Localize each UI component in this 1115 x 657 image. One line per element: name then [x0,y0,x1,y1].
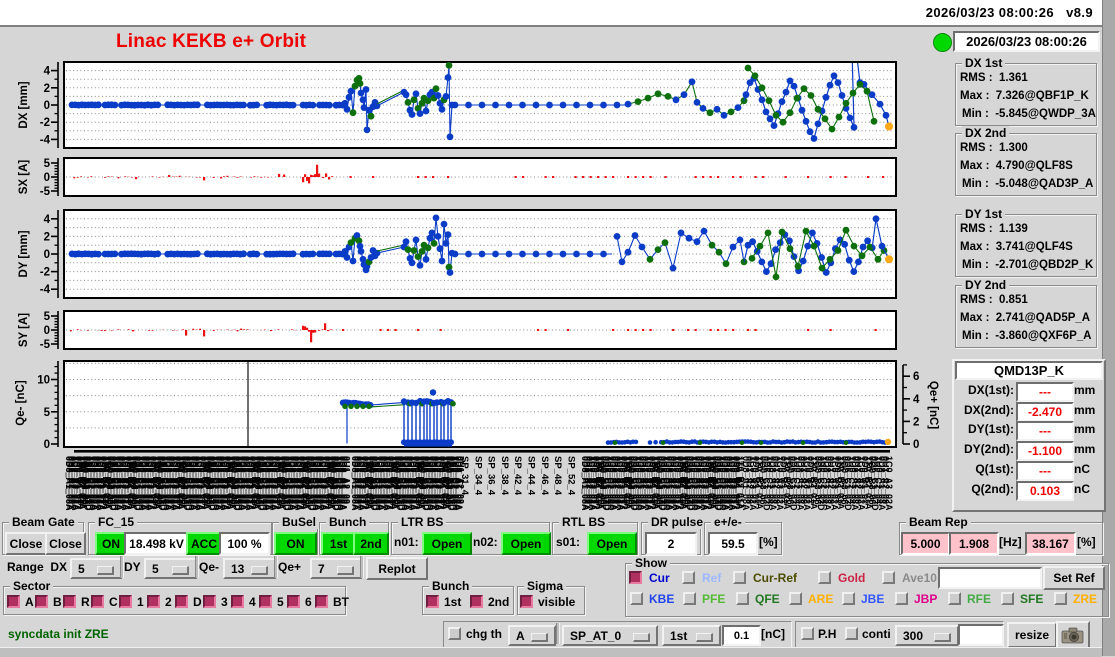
svg-text:-5: -5 [40,186,51,198]
svg-text:4: 4 [44,214,51,226]
svg-text:0U1_A2_09: 0U1_A2_09 [341,456,351,504]
svg-text:SP_31_4: SP_31_4 [459,456,470,496]
svg-text:6: 6 [913,371,919,383]
svg-text:SP_34_4: SP_34_4 [472,456,483,496]
svg-text:5: 5 [44,158,51,170]
svg-text:SP_36_4: SP_36_4 [486,456,497,496]
svg-text:SP_48_4: SP_48_4 [552,456,563,496]
svg-text:2: 2 [44,83,50,95]
svg-text:SP_38_4: SP_38_4 [499,456,510,496]
svg-text:0: 0 [44,439,50,451]
svg-text:-4: -4 [40,284,51,296]
svg-text:10: 10 [37,375,50,387]
svg-text:DY [mm]: DY [mm] [18,230,30,277]
svg-text:-4: -4 [40,134,51,146]
svg-text:0: 0 [44,249,50,261]
svg-text:SY [A]: SY [A] [18,313,30,347]
svg-text:0: 0 [44,325,50,337]
svg-text:Qe- [nC]: Qe- [nC] [15,380,27,426]
svg-text:SX [A]: SX [A] [18,160,30,195]
svg-text:0: 0 [44,172,50,184]
svg-text:-5: -5 [40,339,51,351]
svg-text:SP_46_4: SP_46_4 [539,456,550,496]
svg-text:2: 2 [44,231,50,243]
svg-text:-2: -2 [40,267,50,279]
svg-text:0: 0 [44,100,50,112]
svg-text:5: 5 [44,407,51,419]
svg-text:0: 0 [913,439,919,451]
svg-text:SP_44_4: SP_44_4 [526,456,537,496]
svg-text:Qe+ [nC]: Qe+ [nC] [927,381,939,429]
svg-text:4: 4 [913,394,920,406]
svg-text:DX [mm]: DX [mm] [18,81,30,128]
svg-text:SP_42_4: SP_42_4 [512,456,523,496]
svg-text:-2: -2 [40,117,50,129]
svg-text:1C0_A3_02A: 1C0_A3_02A [884,456,894,511]
svg-text:2: 2 [913,416,919,428]
svg-text:4: 4 [44,66,51,78]
svg-text:SP_52_4: SP_52_4 [565,456,576,496]
svg-text:5: 5 [44,311,51,323]
